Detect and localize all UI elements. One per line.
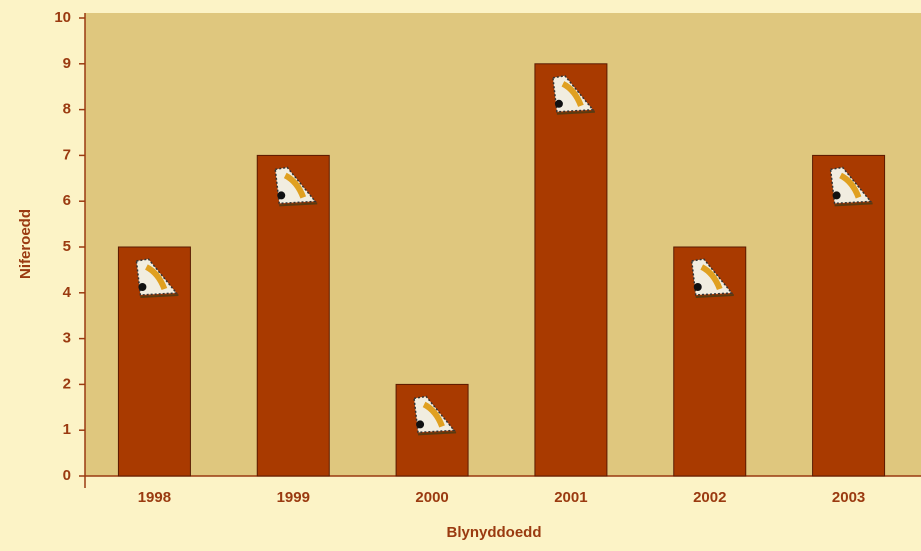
bar — [256, 154, 330, 477]
icon-part — [138, 283, 147, 291]
y-tick-label: 3 — [63, 330, 71, 347]
icon-part — [693, 283, 702, 291]
y-tick-label: 1 — [63, 421, 71, 438]
x-tick-label: 2003 — [832, 489, 865, 506]
y-axis-label: Niferoedd — [17, 209, 34, 279]
bar — [534, 63, 608, 477]
icon-part — [144, 264, 168, 291]
y-tick-label: 7 — [63, 146, 71, 163]
y-tick-label: 2 — [63, 375, 71, 392]
icon-part — [283, 172, 307, 199]
icon-part — [140, 294, 179, 298]
bar-icon — [552, 74, 595, 115]
bar-icon — [829, 166, 873, 207]
icon-part — [834, 202, 873, 207]
x-tick-label: 2002 — [693, 489, 726, 506]
x-tick-label: 2001 — [554, 489, 587, 506]
icon-part — [279, 202, 318, 207]
bar-icon — [413, 395, 457, 436]
icon-part — [561, 81, 584, 107]
y-tick-label: 9 — [63, 55, 71, 72]
icon-part — [832, 191, 841, 200]
y-tick-label: 5 — [63, 238, 71, 255]
icon-part — [700, 264, 723, 291]
icon-part — [554, 99, 563, 108]
x-axis-label: Blynyddoedd — [446, 524, 541, 541]
icon-part — [422, 401, 445, 428]
y-tick-label: 6 — [63, 192, 71, 209]
x-tick-label: 1998 — [138, 489, 171, 506]
icon-part — [839, 172, 862, 199]
icon-part — [277, 191, 286, 200]
plot-area — [85, 13, 921, 476]
y-tick-label: 4 — [63, 284, 72, 301]
bar-icon — [135, 258, 179, 298]
y-tick-label: 8 — [63, 101, 71, 118]
x-tick-label: 1999 — [277, 489, 310, 506]
icon-part — [418, 431, 457, 436]
icon-part — [695, 294, 734, 298]
bar-icon — [690, 258, 734, 298]
y-tick-label: 10 — [54, 9, 71, 26]
icon-part — [556, 110, 595, 115]
icon-part — [416, 420, 425, 429]
y-tick-label: 0 — [63, 467, 71, 484]
bar-icon — [274, 166, 318, 207]
x-tick-label: 2000 — [415, 489, 448, 506]
bar — [812, 154, 886, 477]
